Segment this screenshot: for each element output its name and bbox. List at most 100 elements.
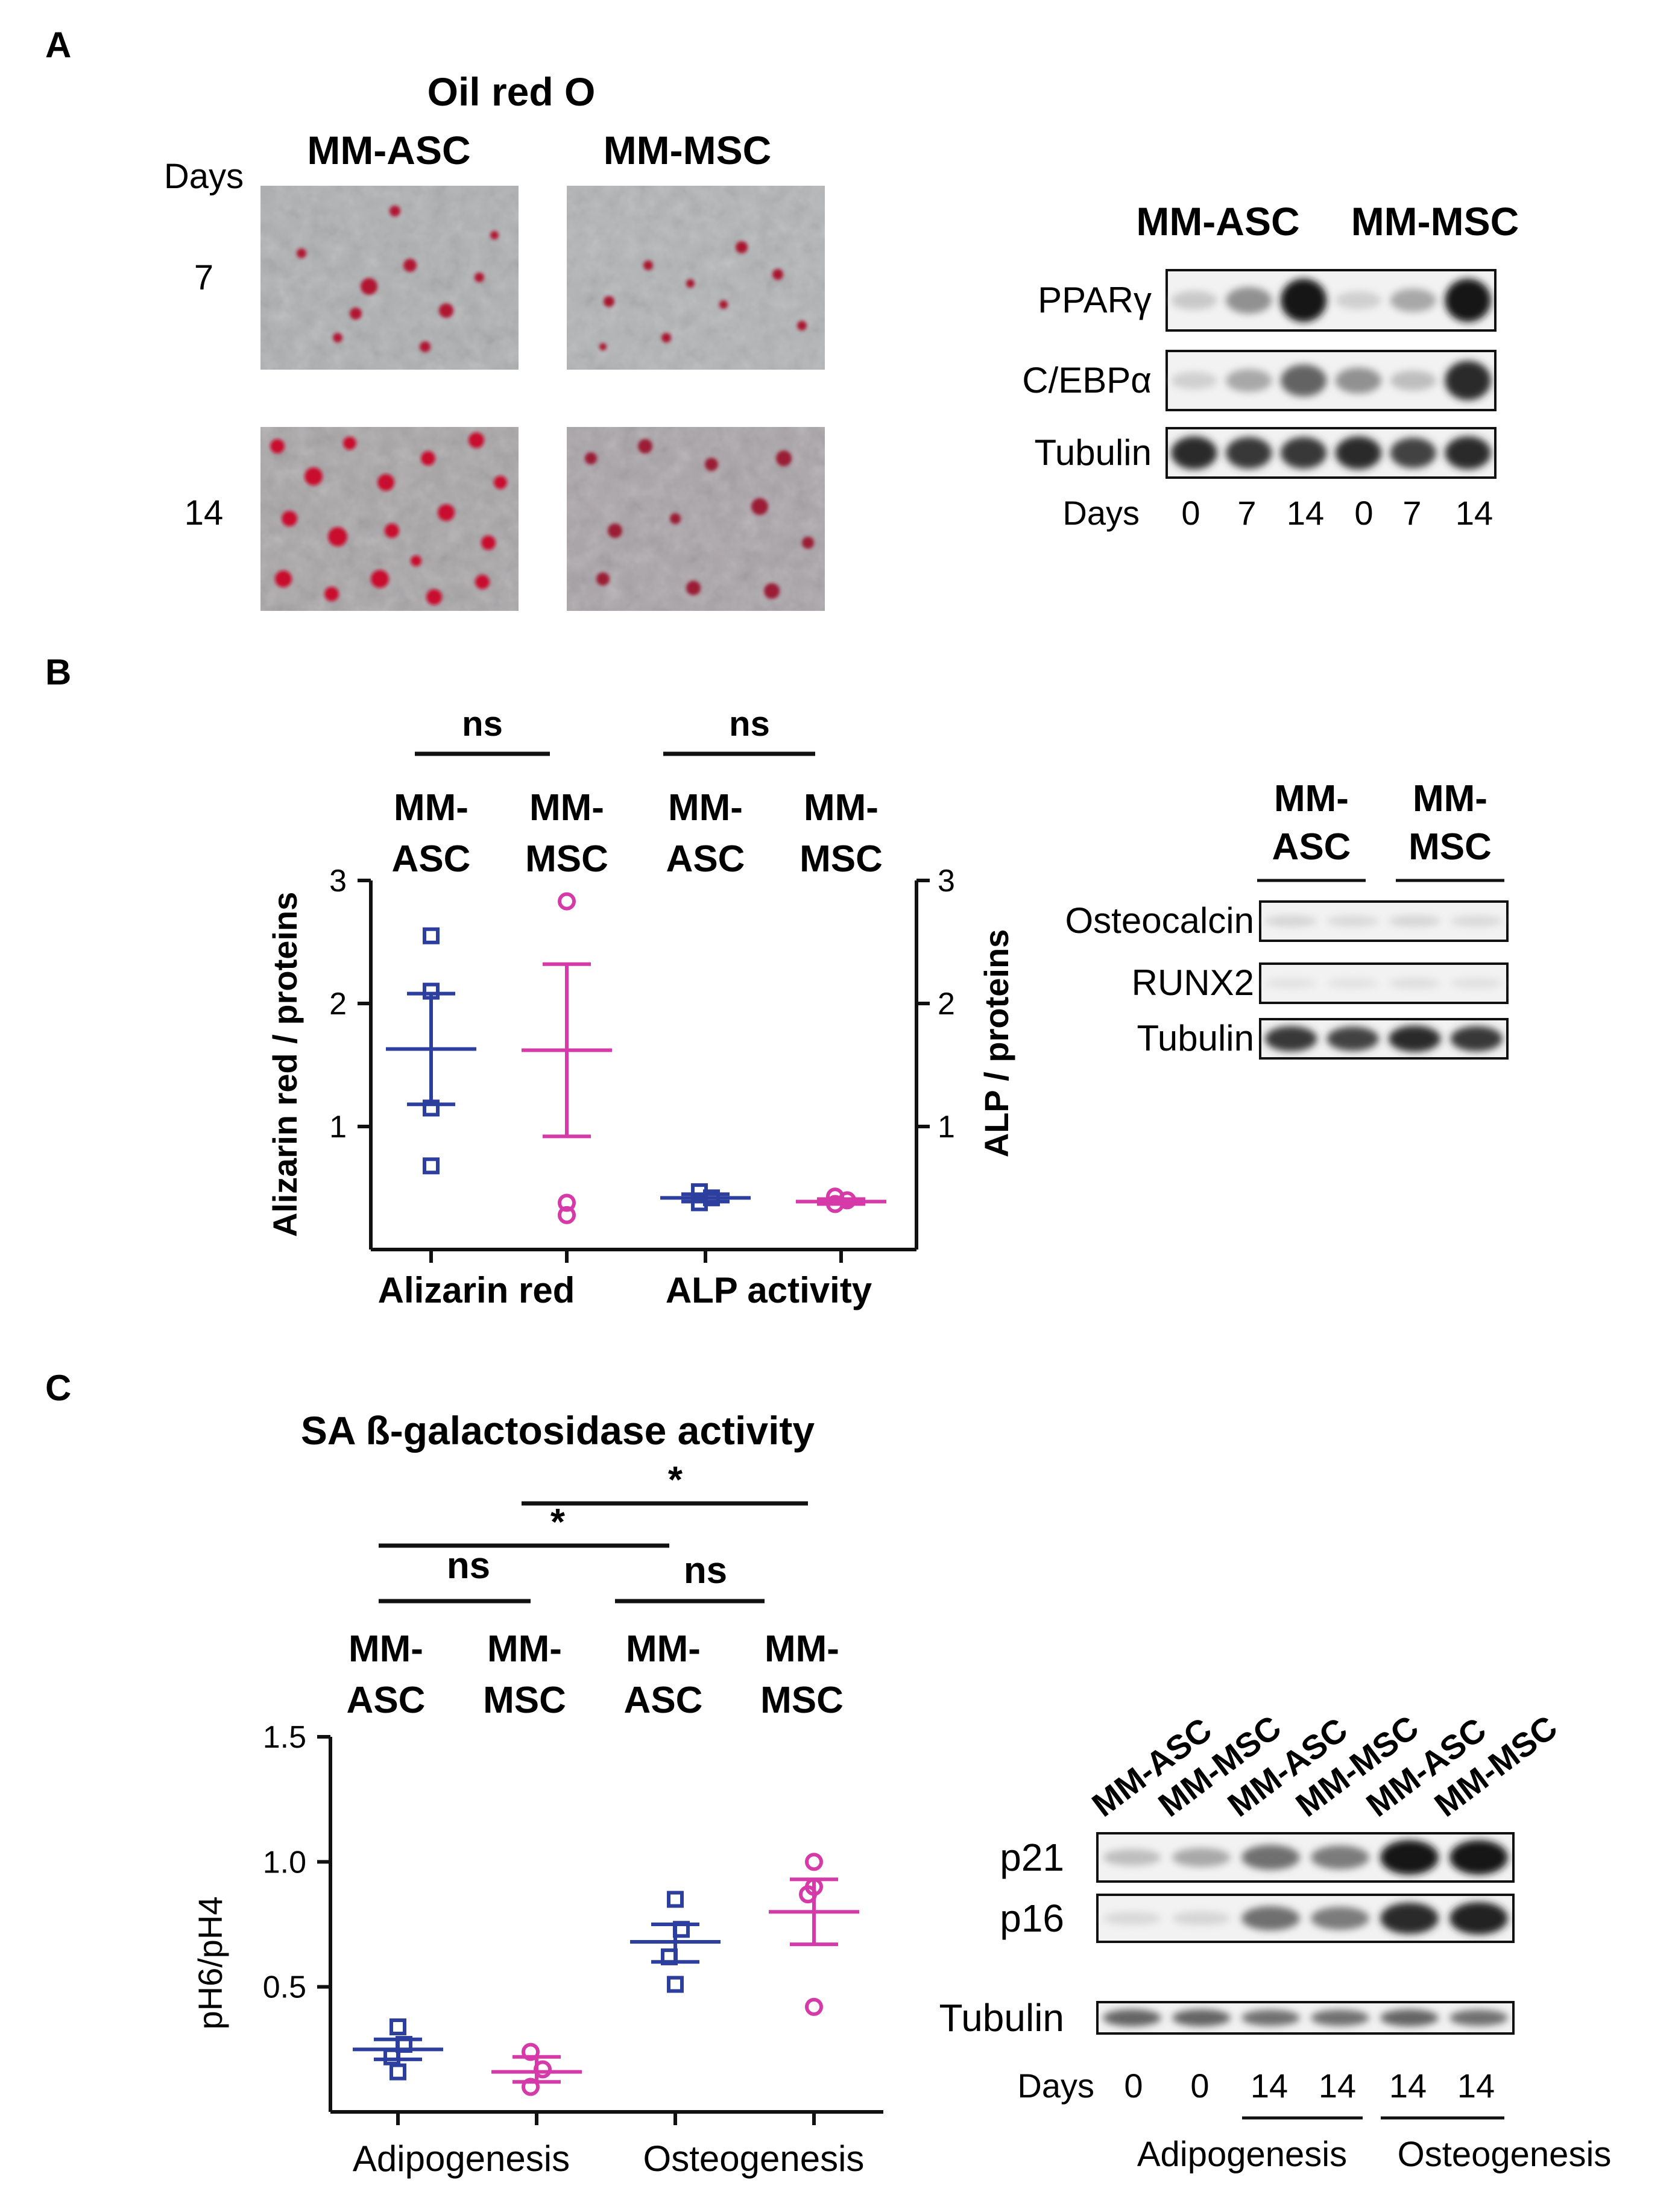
blot-row-0-band bbox=[1389, 915, 1441, 927]
data-point-square bbox=[667, 1976, 684, 1993]
blot-row-1-box bbox=[1165, 350, 1497, 411]
sa-bgal-title: SA ß-galactosidase activity bbox=[301, 1408, 815, 1453]
blot-row-label: Tubulin bbox=[1137, 1018, 1254, 1058]
blot-group-bottom: ASC bbox=[1272, 826, 1351, 868]
blot-lane-day: 14 bbox=[1456, 494, 1493, 532]
blot-days-label: Days bbox=[1062, 494, 1140, 532]
blot-row-2-band bbox=[1389, 1025, 1441, 1052]
significance-label: * bbox=[550, 1502, 566, 1543]
blot-lane-day: 14 bbox=[1389, 2067, 1427, 2105]
blot-row-1-band bbox=[1326, 978, 1379, 988]
blot-group-top: MM- bbox=[1274, 778, 1349, 820]
blot-group-top: MM- bbox=[1413, 778, 1487, 820]
blot-row-label: Tubulin bbox=[939, 1996, 1064, 2040]
blot-lane-day: 7 bbox=[1237, 494, 1256, 532]
blot-row-2-band bbox=[1172, 2009, 1231, 2027]
data-point-square bbox=[423, 1157, 440, 1175]
panel-letter-c: C bbox=[45, 1368, 71, 1408]
data-point-square bbox=[667, 1891, 684, 1908]
data-point-circle bbox=[805, 1853, 823, 1871]
blot-row-1-band bbox=[1450, 978, 1503, 989]
y-axis-title: pH6/pH4 bbox=[191, 1896, 229, 2029]
data-point-circle bbox=[558, 1206, 576, 1224]
blot-lane-day: 0 bbox=[1124, 2067, 1143, 2105]
blot-row-1-band bbox=[1445, 361, 1491, 400]
y-tick-label-right: 2 bbox=[938, 987, 955, 1022]
blot-row-0-band bbox=[1326, 915, 1379, 927]
significance-label: ns bbox=[729, 704, 770, 744]
y-tick-label-left: 3 bbox=[329, 864, 347, 899]
blot-group-bottom: MSC bbox=[1408, 826, 1492, 868]
data-point-square bbox=[423, 927, 440, 944]
blot-row-1-band bbox=[1390, 370, 1436, 391]
significance-label: ns bbox=[447, 1545, 490, 1587]
blot-days-label: Days bbox=[1017, 2067, 1094, 2105]
blot-row-0-band bbox=[1265, 915, 1317, 927]
blot-row-1-band bbox=[1380, 1903, 1439, 1934]
blot-group-msc: MM-MSC bbox=[1351, 199, 1519, 244]
group-label-bottom: MSC bbox=[525, 838, 608, 880]
blot-row-label: p16 bbox=[1000, 1897, 1064, 1940]
blot-row-1-band bbox=[1280, 364, 1327, 397]
data-point-square bbox=[390, 2018, 406, 2036]
blot-row-1-band bbox=[1226, 368, 1272, 393]
blot-condition-label: Osteogenesis bbox=[1398, 2135, 1612, 2174]
blot-row-0-band bbox=[1172, 1848, 1231, 1867]
blot-row-2-box bbox=[1165, 427, 1497, 479]
blot-row-label: PPARγ bbox=[1038, 280, 1152, 320]
blot-row-0-band bbox=[1335, 291, 1382, 309]
y-tick-label: 1.5 bbox=[263, 1720, 306, 1755]
x-category-label: Adipogenesis bbox=[353, 2138, 570, 2179]
micrograph-asc-day7 bbox=[260, 186, 519, 370]
significance-label: * bbox=[668, 1459, 683, 1501]
blot-lane-day: 14 bbox=[1287, 494, 1324, 532]
group-label-top: MM- bbox=[529, 787, 604, 829]
blot-row-1-band bbox=[1265, 978, 1317, 988]
group-label-top: MM- bbox=[349, 1628, 423, 1670]
significance-label: ns bbox=[684, 1550, 727, 1591]
blot-row-label: Osteocalcin bbox=[1065, 900, 1254, 941]
y-tick-label: 1.0 bbox=[263, 1845, 306, 1880]
blot-row-2-band bbox=[1280, 437, 1327, 469]
blot-lane-day: 0 bbox=[1190, 2067, 1209, 2105]
blot-row-2-band bbox=[1449, 2009, 1508, 2026]
x-category-label: Osteogenesis bbox=[643, 2138, 865, 2179]
y-tick-label-left: 2 bbox=[329, 987, 347, 1022]
blot-row-label: RUNX2 bbox=[1132, 962, 1254, 1003]
blot-row-1-band bbox=[1335, 367, 1382, 394]
stain-day-14: 14 bbox=[185, 493, 224, 532]
blot-lane-day: 0 bbox=[1354, 494, 1373, 532]
blot-row-2-band bbox=[1241, 2009, 1300, 2026]
y-axis-title-left: Alizarin red / proteins bbox=[266, 892, 304, 1237]
blot-row-2-band bbox=[1326, 1026, 1379, 1051]
blot-row-0-box bbox=[1165, 269, 1497, 332]
y-axis-title-right: ALP / proteins bbox=[977, 929, 1015, 1158]
blot-lane-day: 7 bbox=[1402, 494, 1421, 532]
stain-day-7: 7 bbox=[194, 258, 213, 297]
data-point-circle bbox=[558, 892, 576, 911]
panel-letter-b: B bbox=[45, 652, 71, 692]
blot-row-2-band bbox=[1335, 436, 1382, 470]
group-label-bottom: MSC bbox=[760, 1680, 844, 1721]
stain-group-msc: MM-MSC bbox=[604, 128, 772, 172]
blot-lane-day: 14 bbox=[1457, 2067, 1495, 2105]
blot-row-0-band bbox=[1280, 279, 1327, 322]
blot-row-2-band bbox=[1380, 2009, 1439, 2027]
blot-row-0-band bbox=[1380, 1840, 1439, 1875]
y-tick-label-left: 1 bbox=[329, 1110, 347, 1145]
group-label-bottom: ASC bbox=[624, 1680, 703, 1721]
data-point-circle bbox=[558, 1193, 576, 1212]
blot-row-0-band bbox=[1445, 279, 1491, 322]
y-tick-label-right: 1 bbox=[938, 1110, 955, 1145]
micrograph-msc-day14 bbox=[567, 427, 825, 611]
blot-lane-day: 14 bbox=[1251, 2067, 1288, 2105]
group-label-top: MM- bbox=[765, 1628, 839, 1670]
blot-row-2-band bbox=[1226, 437, 1272, 469]
western-blot-senescence: MM-ASCMM-MSCMM-ASCMM-MSCMM-ASCMM-MSCp21p… bbox=[939, 1708, 1611, 2174]
blot-row-0-band bbox=[1390, 288, 1436, 312]
blot-group-asc: MM-ASC bbox=[1136, 199, 1299, 244]
group-label-bottom: MSC bbox=[483, 1680, 566, 1721]
blot-row-2-band bbox=[1445, 436, 1491, 470]
stain-group-asc: MM-ASC bbox=[307, 128, 470, 172]
